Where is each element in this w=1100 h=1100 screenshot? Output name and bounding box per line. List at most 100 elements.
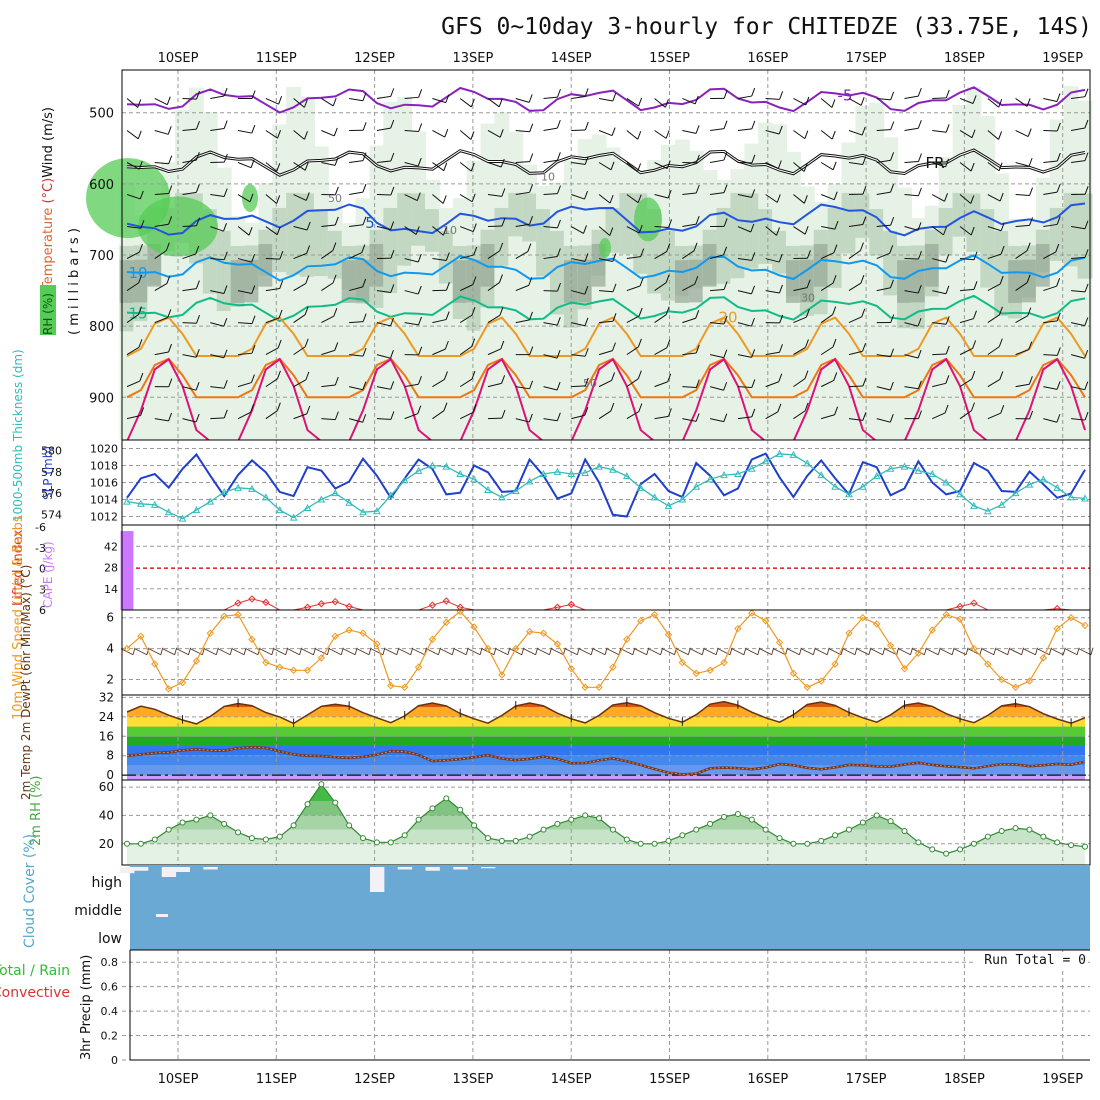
wind-barb-flag bbox=[804, 130, 809, 139]
rh-band-mid bbox=[661, 230, 676, 301]
wind10m-barb-flag bbox=[299, 647, 303, 655]
wind-barb bbox=[459, 346, 472, 356]
date-label-top: 13SEP bbox=[452, 51, 493, 66]
wind-barb bbox=[876, 354, 891, 358]
wind-barb-flag bbox=[1084, 220, 1089, 229]
wind-speed-point bbox=[637, 617, 645, 625]
wind-barb bbox=[820, 130, 833, 140]
wind-speed-point bbox=[1025, 677, 1034, 685]
date-label-bottom: 13SEP bbox=[452, 1072, 493, 1087]
wind-barb-flag bbox=[390, 186, 395, 196]
rh-band-mid bbox=[841, 192, 857, 254]
wind-barb-flag bbox=[305, 275, 310, 284]
rh-band-dark bbox=[452, 260, 468, 303]
wind-barb bbox=[598, 162, 612, 171]
wind-barb bbox=[293, 226, 308, 231]
wind-barb-flag bbox=[417, 285, 422, 295]
temp-band bbox=[127, 736, 1085, 746]
wind10m-barb-flag bbox=[951, 647, 955, 655]
wind-barb-flag bbox=[1056, 216, 1061, 225]
wind-barb bbox=[932, 162, 946, 168]
wind-barb bbox=[1015, 349, 1029, 356]
wind-barb bbox=[571, 258, 586, 262]
wind-barb bbox=[182, 191, 197, 196]
wind-barb bbox=[626, 346, 639, 356]
wind-barb bbox=[182, 288, 197, 292]
wind-barb bbox=[1071, 386, 1085, 391]
wind-barb-flag bbox=[751, 379, 756, 388]
rh2m-point bbox=[179, 819, 186, 826]
wind-barb-flag bbox=[444, 128, 449, 138]
thickness-point bbox=[206, 497, 215, 505]
wind-barb bbox=[1015, 98, 1028, 107]
wind-barb bbox=[1015, 130, 1029, 138]
wind-speed-point bbox=[650, 610, 659, 619]
wind10m-barb-flag bbox=[1076, 647, 1080, 655]
wind-barb-flag bbox=[276, 226, 281, 235]
wind-barb bbox=[182, 225, 197, 228]
wind10m-barb-flag bbox=[1062, 647, 1066, 655]
temp-contour-30 bbox=[126, 357, 1086, 443]
wind-barb-flag bbox=[334, 376, 339, 386]
thickness-point bbox=[1081, 494, 1089, 502]
wind-barb-flag bbox=[890, 314, 895, 323]
lifted-index-point bbox=[442, 597, 451, 605]
rh-band-dark bbox=[785, 260, 801, 303]
lifted-tick-label: 0 bbox=[39, 563, 46, 576]
wind10m-barb bbox=[995, 648, 1008, 656]
wind-barb bbox=[682, 223, 697, 228]
wind10m-barb-flag bbox=[646, 647, 650, 655]
wind-barb-flag bbox=[750, 318, 755, 327]
wind-speed-point bbox=[248, 635, 256, 644]
wind-barb bbox=[626, 315, 640, 324]
wind-barb-flag bbox=[1084, 186, 1089, 195]
wind-barb-flag bbox=[556, 219, 561, 229]
thickness-point bbox=[664, 501, 673, 509]
rh2m-point bbox=[124, 840, 130, 847]
thickness-point bbox=[498, 493, 506, 501]
thickness-point bbox=[789, 450, 798, 458]
wind-speed-point bbox=[873, 620, 881, 628]
thickness-point bbox=[456, 469, 465, 477]
rh-band-dark bbox=[258, 243, 274, 287]
wind10m-barb-flag bbox=[465, 647, 469, 655]
rh2m-point bbox=[1082, 843, 1088, 850]
wind-barb bbox=[820, 314, 833, 324]
cloud-layer-label: low bbox=[98, 931, 122, 947]
wind-barb-flag bbox=[751, 408, 756, 418]
wind-barb bbox=[265, 194, 277, 204]
wind-barb-flag bbox=[750, 223, 755, 233]
wind-barb bbox=[293, 283, 306, 292]
date-label-bottom: 17SEP bbox=[846, 1072, 887, 1087]
wind10m-barb-flag bbox=[562, 647, 566, 655]
dewpt-line-inner bbox=[126, 746, 1086, 775]
wind-barb-flag bbox=[917, 284, 922, 294]
wind-barb-flag bbox=[723, 90, 728, 99]
thickness-point bbox=[484, 485, 492, 493]
rh-band-light bbox=[411, 131, 427, 440]
rh2m-point bbox=[901, 828, 908, 834]
wind-barb bbox=[820, 162, 834, 171]
wind-barb bbox=[515, 97, 530, 103]
wind-barb bbox=[487, 250, 500, 259]
wind-barb-flag bbox=[1056, 152, 1061, 162]
wind-barb-flag bbox=[250, 159, 255, 168]
wind-barb-flag bbox=[693, 242, 698, 252]
wind-barb-flag bbox=[362, 313, 367, 322]
wind-barb bbox=[571, 290, 585, 295]
wind-barb-flag bbox=[862, 343, 867, 352]
wind-barb bbox=[1043, 418, 1058, 423]
wind10m-barb bbox=[426, 648, 439, 656]
wind-barb bbox=[1043, 251, 1056, 260]
wind-barb bbox=[876, 418, 891, 423]
cloud-gap bbox=[369, 867, 385, 892]
wind-speed-point bbox=[734, 624, 742, 633]
wind-barb-flag bbox=[1028, 157, 1033, 167]
wind-barb-flag bbox=[890, 183, 895, 193]
wind10m-barb bbox=[620, 648, 634, 656]
rh2m-point bbox=[943, 850, 950, 857]
wind-barb bbox=[349, 191, 364, 196]
wind-barb bbox=[932, 97, 947, 99]
wind-barb bbox=[598, 350, 613, 356]
temp-tick-label: 8 bbox=[106, 749, 114, 763]
